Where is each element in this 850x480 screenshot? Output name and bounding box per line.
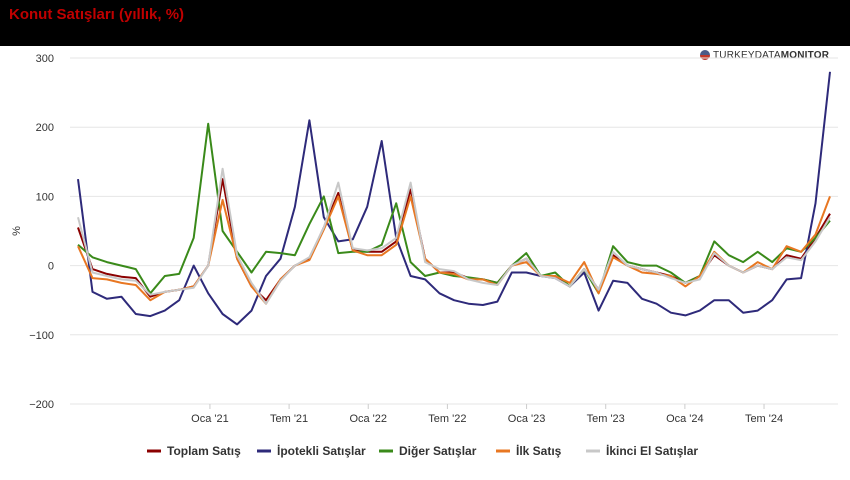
legend: Toplam Satış İpotekli Satışlar Diğer Satış… xyxy=(147,443,698,458)
y-tick-label: 100 xyxy=(36,191,54,203)
series-lines xyxy=(77,71,831,326)
legend-item-label: İpotekli Satışlar xyxy=(277,443,366,458)
y-tick-label: −100 xyxy=(29,330,54,342)
series-line xyxy=(77,167,831,305)
y-tick-label: −200 xyxy=(29,399,54,411)
x-tick-label: Tem '21 xyxy=(270,413,308,425)
x-tick-label: Tem '24 xyxy=(745,413,783,425)
y-tick-label: 300 xyxy=(36,53,54,65)
legend-item-label: İlk Satış xyxy=(516,443,562,458)
y-tick-label: 200 xyxy=(36,122,54,134)
legend-item-label: Toplam Satış xyxy=(167,444,241,458)
series-line xyxy=(77,71,831,326)
x-tick-label: Tem '23 xyxy=(587,413,625,425)
top-bar: Konut Satışları (yıllık, %) xyxy=(0,0,850,46)
x-axis: Oca '21 Tem '21 Oca '22 Tem '22 Oca '23 Tem '… xyxy=(191,404,783,425)
brand-text-1: TURKEYDATA xyxy=(713,49,781,61)
x-tick-label: Oca '23 xyxy=(508,413,546,425)
legend-item-label: Diğer Satışlar xyxy=(399,444,477,458)
legend-item-label: İkinci El Satışlar xyxy=(606,443,698,458)
y-axis: −200 −100 0 100 200 300% xyxy=(11,53,54,411)
x-tick-label: Tem '22 xyxy=(428,413,466,425)
series-line xyxy=(77,122,831,295)
brand-text-2: MONITOR xyxy=(780,49,830,61)
series-line xyxy=(77,178,831,302)
x-tick-label: Oca '24 xyxy=(666,413,704,425)
chart-title: Konut Satışları (yıllık, %) xyxy=(9,6,185,23)
grid-lines xyxy=(70,57,838,405)
x-tick-label: Oca '21 xyxy=(191,413,229,425)
y-tick-label: 0 xyxy=(48,261,54,273)
y-axis-label: % xyxy=(11,226,23,236)
x-tick-label: Oca '22 xyxy=(349,413,387,425)
